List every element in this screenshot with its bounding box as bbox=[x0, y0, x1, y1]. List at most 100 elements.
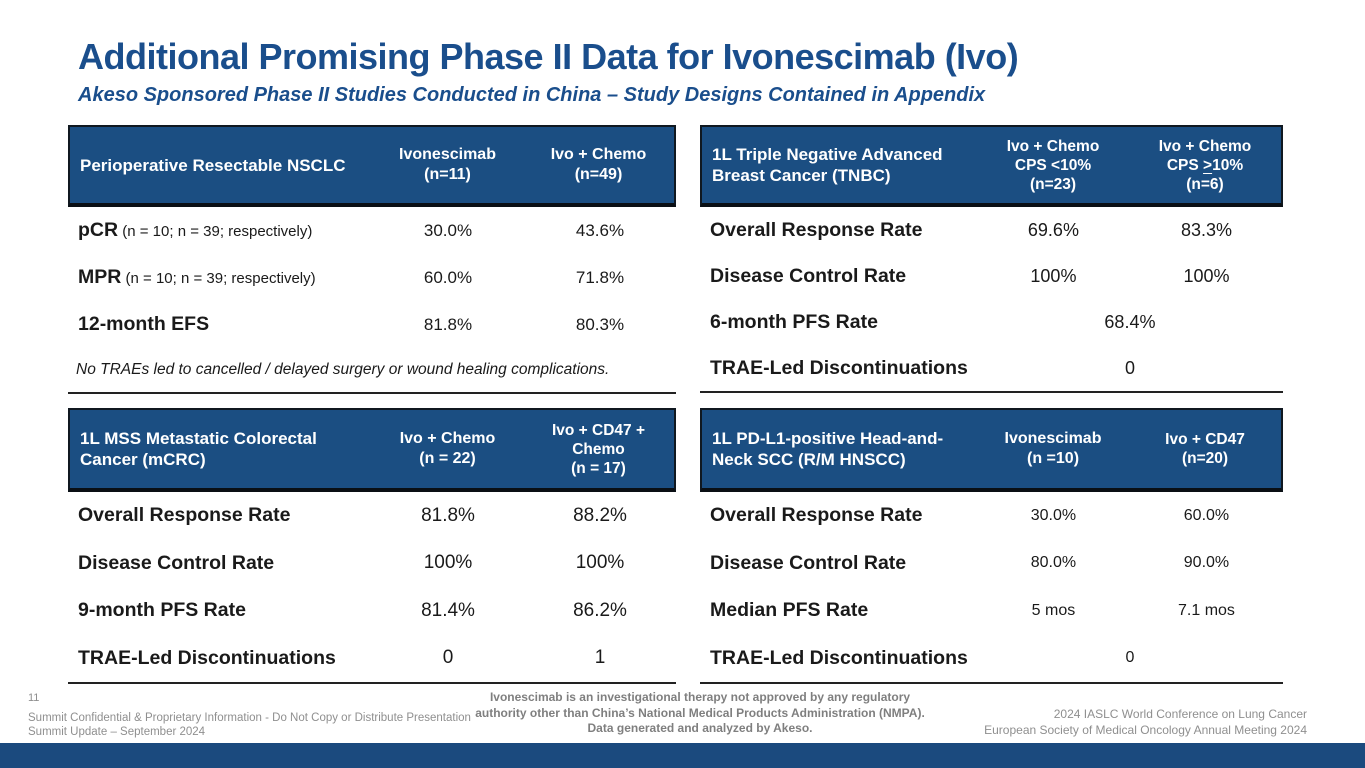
row-label: 12-month EFS bbox=[68, 313, 372, 336]
footer-conference-line1: 2024 IASLC World Conference on Lung Canc… bbox=[1053, 707, 1307, 721]
footer-conferences: 2024 IASLC World Conference on Lung Canc… bbox=[887, 707, 1307, 738]
col-header-line: Ivo + CD47 bbox=[1165, 431, 1245, 448]
cell-value-span: 0 bbox=[1125, 649, 1135, 667]
page-number: 11 bbox=[28, 692, 40, 704]
table-mcrc-header: 1L MSS Metastatic Colorectal Cancer (mCR… bbox=[68, 408, 676, 492]
col-header-line: (n=49) bbox=[574, 166, 623, 183]
cell-value: 100% bbox=[575, 552, 625, 574]
footer-confidentiality: Summit Confidential & Proprietary Inform… bbox=[28, 711, 471, 739]
table-mcrc: 1L MSS Metastatic Colorectal Cancer (mCR… bbox=[68, 408, 676, 684]
table-mcrc-col2-header: Ivo + CD47 + Chemo (n = 17) bbox=[523, 421, 674, 478]
col-header-line: Chemo bbox=[572, 440, 625, 458]
page-subtitle: Akeso Sponsored Phase II Studies Conduct… bbox=[78, 84, 986, 106]
table-mcrc-header-title: 1L MSS Metastatic Colorectal Cancer (mCR… bbox=[80, 429, 317, 469]
row-label: Disease Control Rate bbox=[700, 265, 977, 288]
table-tnbc-body: Overall Response Rate 69.6% 83.3% Diseas… bbox=[700, 207, 1283, 393]
row-label: TRAE-Led Discontinuations bbox=[68, 647, 372, 670]
cps-suffix: 10% bbox=[1212, 156, 1244, 174]
cell-value: 43.6% bbox=[575, 220, 625, 240]
bottom-accent-bar bbox=[0, 743, 1365, 768]
table-row: pCR (n = 10; n = 39; respectively) 30.0%… bbox=[68, 207, 676, 254]
row-label: Overall Response Rate bbox=[700, 504, 977, 527]
cell-value: 83.3% bbox=[1180, 219, 1232, 240]
cell-value: 80.3% bbox=[575, 314, 625, 334]
table-tnbc-header-title: 1L Triple Negative Advanced Breast Cance… bbox=[712, 145, 943, 185]
col-header-line: Ivo + CD47 + bbox=[551, 421, 646, 439]
col-header-line: Ivo + Chemo bbox=[1006, 137, 1100, 155]
footer-disclaimer: Ivonescimab is an investigational therap… bbox=[430, 690, 970, 737]
cell-value: 60.0% bbox=[423, 267, 473, 287]
table-row: TRAE-Led Discontinuations 0 1 bbox=[68, 635, 676, 683]
row-label-note: (n = 10; n = 39; respectively) bbox=[118, 223, 313, 240]
table-hnscc-col1-header: Ivonescimab (n =10) bbox=[977, 429, 1129, 469]
row-label: TRAE-Led Discontinuations bbox=[700, 647, 977, 670]
col-header-line: Ivo + Chemo bbox=[550, 146, 647, 163]
footer-disclaimer-line2: authority other than China’s National Me… bbox=[475, 705, 925, 720]
row-label-main: TRAE-Led Discontinuations bbox=[710, 356, 968, 379]
row-label-main: TRAE-Led Discontinuations bbox=[78, 646, 336, 669]
cps-prefix: CPS bbox=[1166, 156, 1204, 174]
table-row: Overall Response Rate 81.8% 88.2% bbox=[68, 492, 676, 540]
table-tnbc-header: 1L Triple Negative Advanced Breast Cance… bbox=[700, 125, 1283, 207]
row-label: Median PFS Rate bbox=[700, 599, 977, 622]
cell-value: 69.6% bbox=[1027, 219, 1079, 240]
col-header-line: (n=6) bbox=[1186, 175, 1224, 193]
cell-value: 100% bbox=[1183, 265, 1230, 286]
table-hnscc-body: Overall Response Rate 30.0% 60.0% Diseas… bbox=[700, 492, 1283, 684]
row-label-main: Disease Control Rate bbox=[710, 264, 907, 287]
row-label: 9-month PFS Rate bbox=[68, 599, 372, 622]
row-label: TRAE-Led Discontinuations bbox=[700, 357, 977, 380]
row-label: pCR (n = 10; n = 39; respectively) bbox=[68, 219, 372, 242]
cell-value-span: 0 bbox=[1124, 357, 1135, 378]
cell-value: 81.4% bbox=[421, 599, 475, 621]
table-hnscc-header-title: 1L PD-L1-positive Head-and-Neck SCC (R/M… bbox=[712, 429, 944, 469]
row-label-main: 6-month PFS Rate bbox=[710, 310, 878, 333]
col-header-line: CPS <10% bbox=[1014, 156, 1092, 174]
col-header-line: (n = 22) bbox=[419, 450, 476, 467]
row-label: Disease Control Rate bbox=[68, 552, 372, 575]
col-header-line: (n = 17) bbox=[571, 459, 626, 477]
col-header-line: Ivo + Chemo bbox=[399, 430, 496, 447]
table-tnbc-col1-header: Ivo + Chemo CPS <10% (n=23) bbox=[977, 137, 1129, 194]
table-nsclc: Perioperative Resectable NSCLC Ivonescim… bbox=[68, 125, 676, 394]
table-row: Disease Control Rate 100% 100% bbox=[68, 540, 676, 588]
table-nsclc-header: Perioperative Resectable NSCLC Ivonescim… bbox=[68, 125, 676, 207]
row-label-main: Overall Response Rate bbox=[710, 504, 923, 527]
table-hnscc-header: 1L PD-L1-positive Head-and-Neck SCC (R/M… bbox=[700, 408, 1283, 492]
cell-value: 81.8% bbox=[423, 314, 473, 334]
table-row: Disease Control Rate 100% 100% bbox=[700, 253, 1283, 299]
footer-confidentiality-line2: Summit Update – September 2024 bbox=[28, 726, 206, 738]
row-label: MPR (n = 10; n = 39; respectively) bbox=[68, 266, 372, 289]
table-footnote: No TRAEs led to cancelled / delayed surg… bbox=[76, 361, 610, 378]
table-tnbc-col2-header: Ivo + Chemo CPS >10% (n=6) bbox=[1129, 137, 1281, 194]
table-row: MPR (n = 10; n = 39; respectively) 60.0%… bbox=[68, 254, 676, 301]
row-label-note: (n = 10; n = 39; respectively) bbox=[121, 270, 316, 287]
row-label: Disease Control Rate bbox=[700, 552, 977, 575]
footer-disclaimer-line3: Data generated and analyzed by Akeso. bbox=[587, 721, 813, 735]
table-nsclc-col1-header: Ivonescimab (n=11) bbox=[372, 145, 523, 185]
col-header-line: (n=23) bbox=[1029, 175, 1077, 193]
row-label-main: Disease Control Rate bbox=[78, 551, 275, 574]
cell-value: 1 bbox=[594, 647, 606, 669]
col-header-line: Ivonescimab bbox=[399, 146, 496, 163]
table-mcrc-body: Overall Response Rate 81.8% 88.2% Diseas… bbox=[68, 492, 676, 684]
table-row: 12-month EFS 81.8% 80.3% bbox=[68, 301, 676, 348]
table-row: TRAE-Led Discontinuations 0 bbox=[700, 345, 1283, 391]
table-hnscc-col2-header: Ivo + CD47 (n=20) bbox=[1129, 430, 1281, 468]
cell-value: 60.0% bbox=[1183, 506, 1230, 524]
cell-value: 71.8% bbox=[575, 267, 625, 287]
table-mcrc-col1-header: Ivo + Chemo (n = 22) bbox=[372, 429, 523, 469]
page-title: Additional Promising Phase II Data for I… bbox=[78, 36, 1019, 77]
cell-value: 0 bbox=[442, 647, 454, 669]
table-row: 6-month PFS Rate 68.4% bbox=[700, 299, 1283, 345]
cell-value: 30.0% bbox=[1030, 506, 1077, 524]
cell-value: 100% bbox=[423, 552, 473, 574]
table-row: Overall Response Rate 69.6% 83.3% bbox=[700, 207, 1283, 253]
cell-value: 5 mos bbox=[1031, 601, 1076, 619]
footer-confidentiality-line1: Summit Confidential & Proprietary Inform… bbox=[28, 712, 471, 724]
row-label-main: Median PFS Rate bbox=[710, 599, 869, 622]
table-row: Overall Response Rate 30.0% 60.0% bbox=[700, 492, 1283, 540]
col-header-line: Ivo + Chemo bbox=[1158, 137, 1252, 155]
cell-value: 88.2% bbox=[573, 504, 627, 526]
cell-value: 81.8% bbox=[421, 504, 475, 526]
